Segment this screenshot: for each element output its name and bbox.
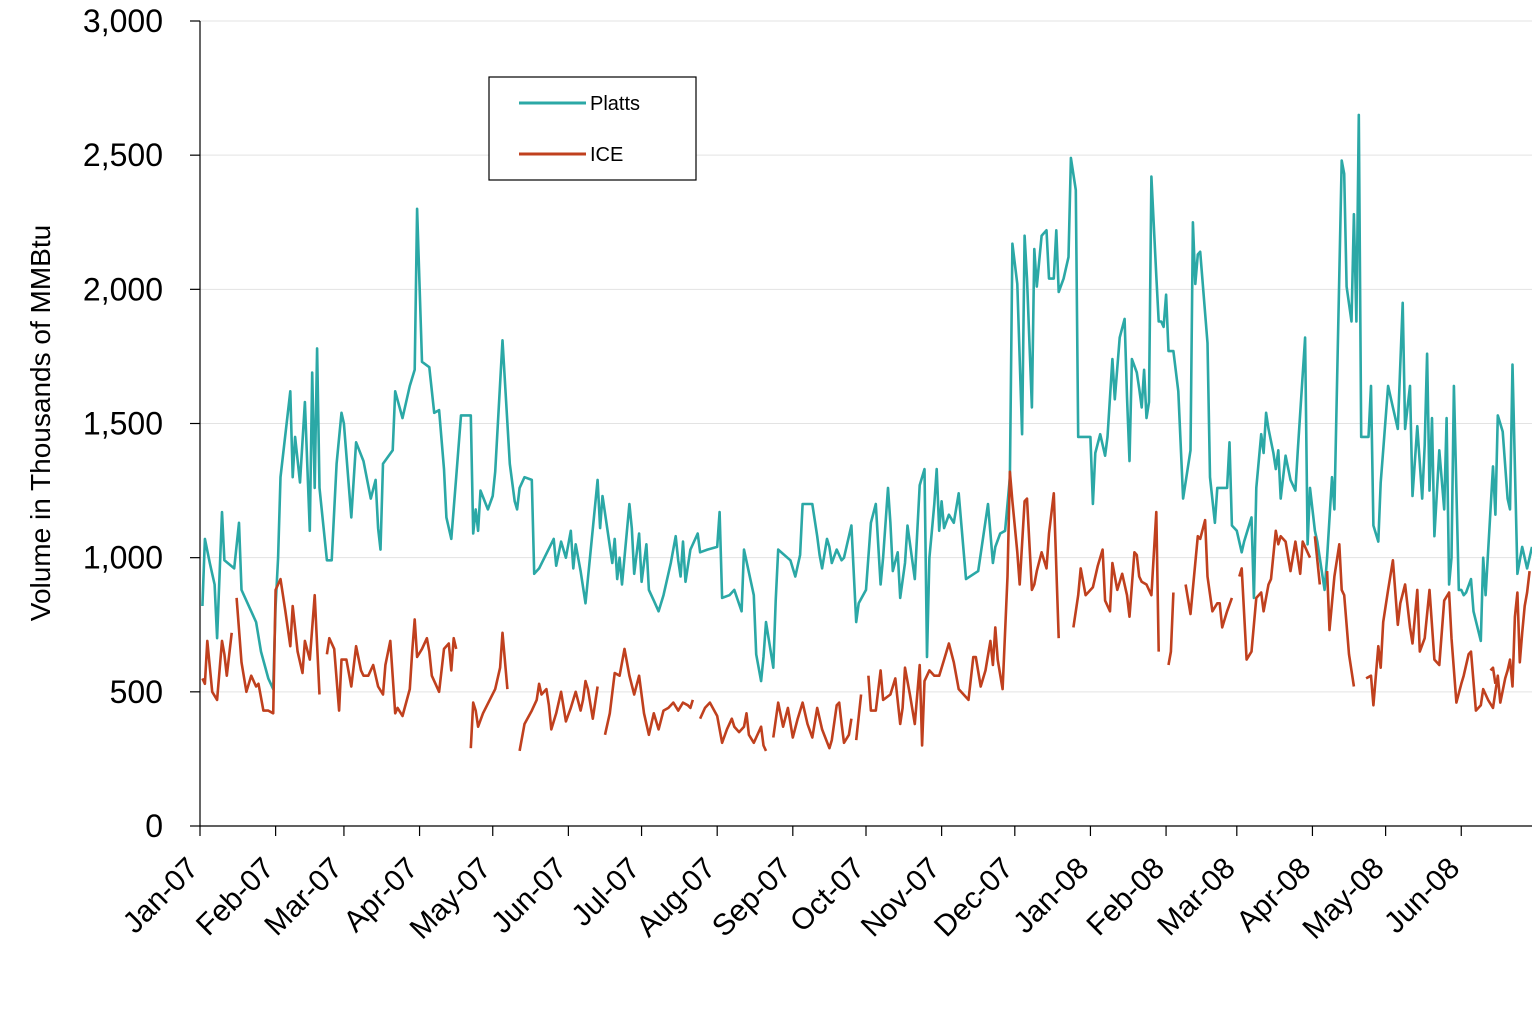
series-line-ice [854, 694, 863, 741]
y-tick-label: 3,000 [83, 3, 163, 39]
series-line-ice [603, 647, 695, 737]
series-line-ice [469, 631, 509, 749]
x-tick-label: Dec-07 [928, 852, 1020, 944]
series-line-ice [1238, 529, 1312, 661]
x-tick-label: Jan-07 [117, 852, 205, 940]
series-line-ice [1184, 518, 1234, 629]
legend: Platts ICE [488, 76, 697, 181]
series-line-platts [201, 113, 1532, 691]
x-tick-label: Aug-07 [630, 852, 722, 944]
x-tick-label: Mar-08 [1151, 852, 1242, 943]
series-lines [201, 113, 1532, 752]
series-line-ice [772, 701, 853, 750]
series-line-ice [201, 632, 233, 702]
x-tick-label: Nov-07 [855, 852, 947, 944]
x-tick-label: Feb-08 [1080, 852, 1171, 943]
y-tick-label: 500 [110, 674, 163, 710]
series-line-ice [698, 701, 768, 752]
x-tick-label: Jun-08 [1378, 852, 1466, 940]
x-tick-label: Jun-07 [485, 852, 573, 940]
x-tick-label: Mar-07 [258, 852, 349, 943]
y-tick-label: 2,500 [83, 137, 163, 173]
legend-label-platts: Platts [590, 93, 640, 115]
y-axis-title: Volume in Thousands of MMBtu [25, 225, 56, 621]
series-line-ice [235, 577, 321, 715]
gridlines [200, 20, 1532, 693]
y-tick-label: 1,000 [83, 540, 163, 576]
x-tick-label: May-08 [1296, 852, 1390, 946]
legend-box [488, 76, 697, 181]
series-line-ice [518, 679, 599, 752]
x-tick-label: Sep-07 [706, 852, 798, 944]
series-line-ice [325, 618, 458, 718]
series-line-ice [1325, 543, 1356, 687]
series-line-ice [867, 470, 1060, 747]
y-tick-label: 1,500 [83, 406, 163, 442]
x-tick-label: Jan-08 [1007, 852, 1095, 940]
series-line-ice [1313, 536, 1322, 585]
legend-label-ice: ICE [590, 144, 623, 166]
series-line-ice [1489, 666, 1497, 684]
x-tick-label: May-07 [404, 852, 498, 946]
series-line-ice [1072, 510, 1160, 652]
y-tick-label: 0 [145, 808, 163, 844]
x-tick-label: Oct-07 [784, 852, 871, 939]
y-tick-label: 2,000 [83, 271, 163, 307]
series-line-ice [1365, 559, 1531, 712]
series-line-ice [1167, 592, 1175, 666]
